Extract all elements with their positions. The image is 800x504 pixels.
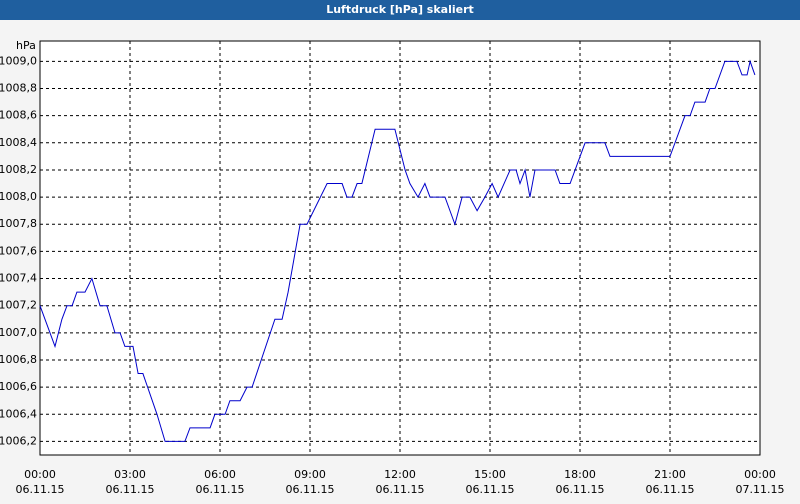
y-tick-label: 1008,6 (0, 109, 37, 122)
x-tick-label: 21:00 (654, 468, 686, 481)
x-tick-label: 12:00 (384, 468, 416, 481)
chart-title: Luftdruck [hPa] skaliert (326, 3, 474, 16)
x-tick-label: 09:00 (294, 468, 326, 481)
title-bar (0, 0, 800, 20)
x-tick-date: 06.11.15 (556, 483, 605, 496)
x-tick-label: 00:00 (744, 468, 776, 481)
y-tick-label: 1006,8 (0, 353, 37, 366)
x-tick-label: 03:00 (114, 468, 146, 481)
y-axis-label: hPa (16, 39, 36, 52)
y-tick-label: 1008,0 (0, 190, 37, 203)
y-tick-label: 1008,8 (0, 82, 37, 95)
data-line (39, 59, 756, 442)
x-tick-date: 06.11.15 (16, 483, 65, 496)
x-tick-label: 06:00 (204, 468, 236, 481)
x-tick-date: 06.11.15 (196, 483, 245, 496)
x-tick-date: 06.11.15 (106, 483, 155, 496)
y-tick-label: 1006,4 (0, 407, 37, 420)
x-tick-label: 18:00 (564, 468, 596, 481)
y-tick-label: 1008,4 (0, 136, 37, 149)
x-tick-label: 15:00 (474, 468, 506, 481)
x-tick-date: 06.11.15 (466, 483, 515, 496)
x-tick-label: 00:00 (24, 468, 56, 481)
y-tick-label: 1009,0 (0, 54, 37, 67)
y-tick-label: 1007,6 (0, 244, 37, 257)
y-tick-label: 1007,8 (0, 217, 37, 230)
y-tick-label: 1006,2 (0, 434, 37, 447)
y-tick-label: 1007,0 (0, 326, 37, 339)
y-tick-label: 1008,2 (0, 163, 37, 176)
y-tick-label: 1006,6 (0, 380, 37, 393)
y-tick-label: 1007,2 (0, 299, 37, 312)
y-tick-label: 1007,4 (0, 272, 37, 285)
x-tick-date: 06.11.15 (646, 483, 695, 496)
x-tick-date: 06.11.15 (376, 483, 425, 496)
x-tick-date: 07.11.15 (736, 483, 785, 496)
x-tick-date: 06.11.15 (286, 483, 335, 496)
